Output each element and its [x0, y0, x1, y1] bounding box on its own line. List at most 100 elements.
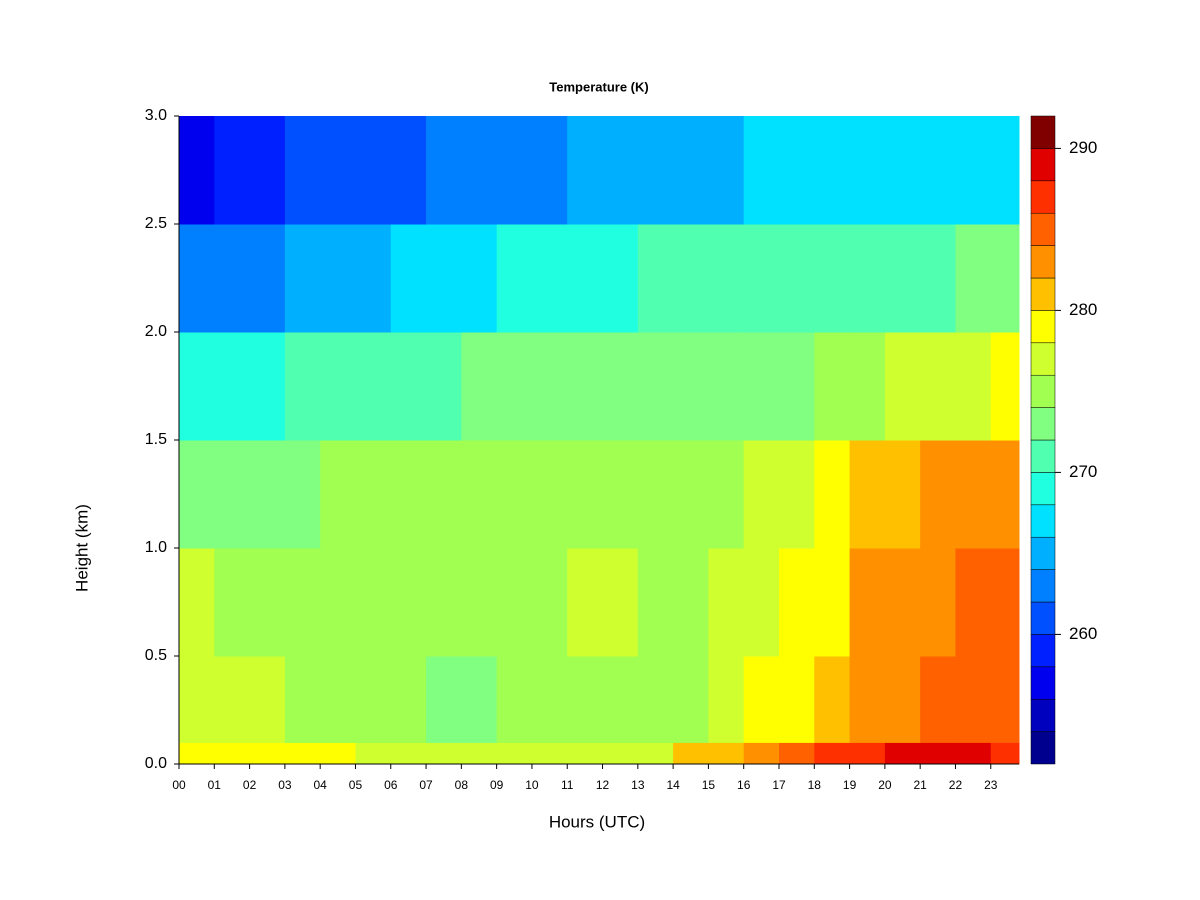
heatmap-cell: [920, 742, 956, 765]
heatmap-cell: [955, 332, 992, 441]
heatmap-cell: [920, 224, 956, 333]
heatmap-cell: [214, 224, 251, 333]
heatmap-cell: [531, 742, 568, 765]
chart-title: Temperature (K): [549, 79, 648, 94]
colorbar-band: [1030, 407, 1056, 441]
x-tick-label: 11: [561, 778, 574, 792]
heatmap-cell: [814, 548, 851, 657]
heatmap-cell: [990, 656, 1020, 743]
heatmap-cell: [179, 548, 215, 657]
heatmap-cell: [673, 742, 709, 765]
heatmap-cell: [284, 440, 321, 549]
x-tick-label: 03: [278, 778, 292, 792]
heatmap-cell: [461, 742, 498, 765]
heatmap-cell: [637, 548, 674, 657]
heatmap-cell: [955, 656, 992, 743]
heatmap-cell: [637, 332, 674, 441]
heatmap-cell: [637, 116, 674, 225]
heatmap-cell: [355, 548, 392, 657]
y-tick-label: 1.5: [145, 431, 167, 448]
x-tick-label: 17: [772, 778, 786, 792]
heatmap-cell: [990, 116, 1020, 225]
heatmap-cell: [496, 224, 533, 333]
heatmap-cell: [849, 224, 886, 333]
heatmap-cell: [426, 742, 462, 765]
heatmap-cell: [602, 116, 639, 225]
heatmap-cell: [461, 548, 498, 657]
heatmap-cell: [673, 116, 709, 225]
y-axis-label: Height (km): [72, 504, 91, 592]
heatmap-cell: [320, 656, 356, 743]
heatmap-cell: [496, 656, 533, 743]
heatmap-cell: [249, 224, 286, 333]
x-tick-label: 06: [384, 778, 398, 792]
heatmap-cell: [214, 548, 251, 657]
heatmap-cell: [496, 548, 533, 657]
x-tick-label: 15: [702, 778, 716, 792]
heatmap-cell: [214, 656, 251, 743]
heatmap-cell: [179, 116, 215, 225]
x-tick-label: 14: [666, 778, 680, 792]
x-tick-label: 09: [490, 778, 504, 792]
heatmap-cell: [955, 548, 992, 657]
colorbar-band: [1030, 731, 1056, 765]
colorbar-band: [1030, 439, 1056, 473]
heatmap-cell: [673, 332, 709, 441]
colorbar-band: [1030, 569, 1056, 603]
heatmap-cell: [779, 332, 815, 441]
colorbar-band: [1030, 342, 1056, 376]
heatmap-cell: [214, 742, 251, 765]
heatmap-cell: [249, 440, 286, 549]
colorbar-tick-label: 290: [1069, 138, 1097, 157]
x-tick-label: 07: [419, 778, 433, 792]
heatmap-cell: [673, 548, 709, 657]
heatmap-cell: [779, 742, 815, 765]
colorbar-band: [1030, 374, 1056, 408]
heatmap-cell: [284, 116, 321, 225]
heatmap-cell: [284, 742, 321, 765]
heatmap-cell: [426, 224, 462, 333]
x-tick-label: 08: [455, 778, 469, 792]
heatmap-cell: [708, 224, 745, 333]
heatmap-cell: [743, 440, 780, 549]
heatmap-cell: [567, 332, 604, 441]
heatmap-cell: [320, 332, 356, 441]
heatmap-cell: [637, 224, 674, 333]
y-tick-label: 2.5: [145, 215, 167, 232]
colorbar-band: [1030, 698, 1056, 732]
colorbar-band: [1030, 148, 1056, 182]
heatmap-cell: [920, 332, 956, 441]
heatmap-cell: [567, 116, 604, 225]
heatmap-cell: [284, 656, 321, 743]
heatmap-cell: [390, 742, 427, 765]
heatmap-cell: [567, 548, 604, 657]
heatmap-cell: [426, 548, 462, 657]
heatmap-cell: [814, 656, 851, 743]
heatmap-cell: [814, 440, 851, 549]
heatmap-cell: [708, 116, 745, 225]
colorbar-band: [1030, 245, 1056, 279]
heatmap-cell: [355, 332, 392, 441]
heatmap-cell: [284, 224, 321, 333]
heatmap-cell: [779, 656, 815, 743]
x-tick-label: 20: [878, 778, 892, 792]
heatmap-cell: [249, 656, 286, 743]
heatmap-cell: [708, 548, 745, 657]
heatmap-cell: [884, 440, 921, 549]
heatmap-cell: [884, 116, 921, 225]
x-tick-label: 22: [949, 778, 963, 792]
heatmap-cell: [179, 332, 215, 441]
heatmap-cell: [779, 548, 815, 657]
heatmap-cell: [214, 116, 251, 225]
heatmap-cell: [320, 548, 356, 657]
heatmap-cell: [567, 224, 604, 333]
heatmap-cell: [708, 440, 745, 549]
heatmap-cell: [955, 742, 992, 765]
heatmap-cell: [320, 224, 356, 333]
y-tick-label: 1.0: [145, 539, 167, 556]
heatmap-cell: [884, 742, 921, 765]
heatmap-cell: [179, 224, 215, 333]
heatmap-cell: [990, 224, 1020, 333]
colorbar-tick-label: 270: [1069, 462, 1097, 481]
heatmap-cell: [461, 656, 498, 743]
